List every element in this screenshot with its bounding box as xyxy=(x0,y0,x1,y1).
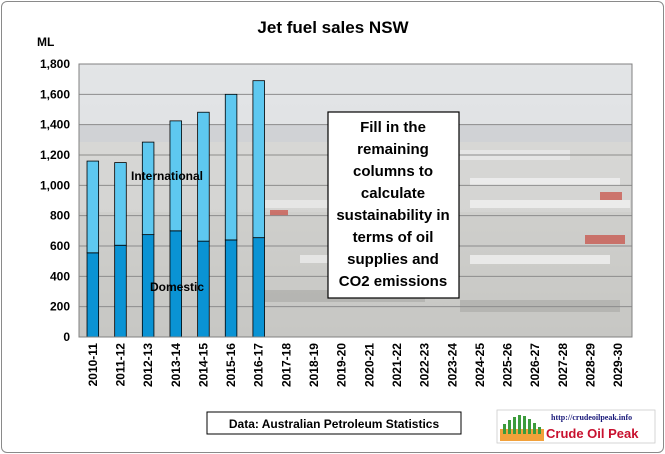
crude-oil-peak-logo: http://crudeoilpeak.info Crude Oil Peak xyxy=(496,409,656,444)
x-tick-label: 2016-17 xyxy=(252,343,266,387)
x-tick-label: 2019-20 xyxy=(335,343,349,387)
plot-border xyxy=(78,63,633,338)
source-text: Data: Australian Petroleum Statistics xyxy=(229,417,440,431)
x-tick-label: 2020-21 xyxy=(362,343,376,387)
series-label-domestic: Domestic xyxy=(150,280,204,294)
y-tick-label: 1,400 xyxy=(40,118,70,132)
annotation-line: calculate xyxy=(361,185,425,202)
annotation-line: Fill in the xyxy=(360,119,426,136)
annotation-line: remaining xyxy=(357,141,429,158)
x-tick-label: 2013-14 xyxy=(169,343,183,387)
x-tick-label: 2027-28 xyxy=(556,343,570,387)
bar-international xyxy=(86,160,100,254)
bar-international xyxy=(252,80,265,239)
y-tick-label: 0 xyxy=(63,330,70,344)
bar-domestic xyxy=(86,252,100,338)
y-tick-label: 1,000 xyxy=(40,178,70,192)
y-tick-label: 1,800 xyxy=(40,57,70,71)
y-axis: 0 200 400 600 800 1,000 1,200 1,400 1,600 1,800 xyxy=(40,57,70,344)
x-tick-label: 2021-22 xyxy=(390,343,404,387)
logo-bars-icon xyxy=(500,429,544,441)
bar-domestic xyxy=(114,244,127,338)
source-box: Data: Australian Petroleum Statistics xyxy=(206,411,462,435)
x-tick-label: 2028-29 xyxy=(584,343,598,387)
bar-international xyxy=(141,141,155,236)
annotation-line: CO2 emissions xyxy=(339,273,447,290)
x-tick-label: 2026-27 xyxy=(528,343,542,387)
x-tick-label: 2015-16 xyxy=(224,343,238,387)
bars xyxy=(86,80,265,338)
x-tick-label: 2017-18 xyxy=(279,343,293,387)
x-tick-label: 2011-12 xyxy=(113,343,127,387)
bar-international xyxy=(114,162,127,246)
x-tick-label: 2022-23 xyxy=(418,343,432,387)
x-axis: 2010-11 2011-12 2012-13 2013-14 2014-15 2015-… xyxy=(86,343,625,387)
x-tick-label: 2012-13 xyxy=(141,343,155,387)
x-tick-label: 2018-19 xyxy=(307,343,321,387)
y-tick-label: 1,200 xyxy=(40,148,70,162)
y-axis-unit: ML xyxy=(37,35,54,49)
x-tick-label: 2025-26 xyxy=(501,343,515,387)
y-tick-label: 800 xyxy=(50,209,70,223)
bar-domestic xyxy=(252,237,265,338)
annotation-line: sustainability in xyxy=(336,207,449,224)
annotation-line: supplies and xyxy=(347,251,439,268)
logo-name: Crude Oil Peak xyxy=(546,426,639,441)
chart-title: Jet fuel sales NSW xyxy=(257,18,409,37)
logo-url: http://crudeoilpeak.info xyxy=(551,413,632,422)
y-tick-label: 1,600 xyxy=(40,87,70,101)
x-tick-label: 2023-24 xyxy=(445,343,459,387)
y-tick-label: 200 xyxy=(50,300,70,314)
bar-international xyxy=(197,111,210,242)
bar-international xyxy=(169,120,182,232)
y-tick-label: 400 xyxy=(50,269,70,283)
bar-international xyxy=(224,93,238,241)
x-tick-label: 2010-11 xyxy=(86,343,100,387)
x-tick-label: 2029-30 xyxy=(611,343,625,387)
annotation-line: terms of oil xyxy=(353,229,434,246)
annotation-line: columns to xyxy=(353,163,433,180)
bar-domestic xyxy=(224,239,238,338)
x-tick-label: 2024-25 xyxy=(473,343,487,387)
annotation-box: Fill in the remaining columns to calcula… xyxy=(327,111,460,299)
x-tick-label: 2014-15 xyxy=(196,343,210,387)
y-tick-label: 600 xyxy=(50,239,70,253)
series-label-international: International xyxy=(131,169,203,183)
